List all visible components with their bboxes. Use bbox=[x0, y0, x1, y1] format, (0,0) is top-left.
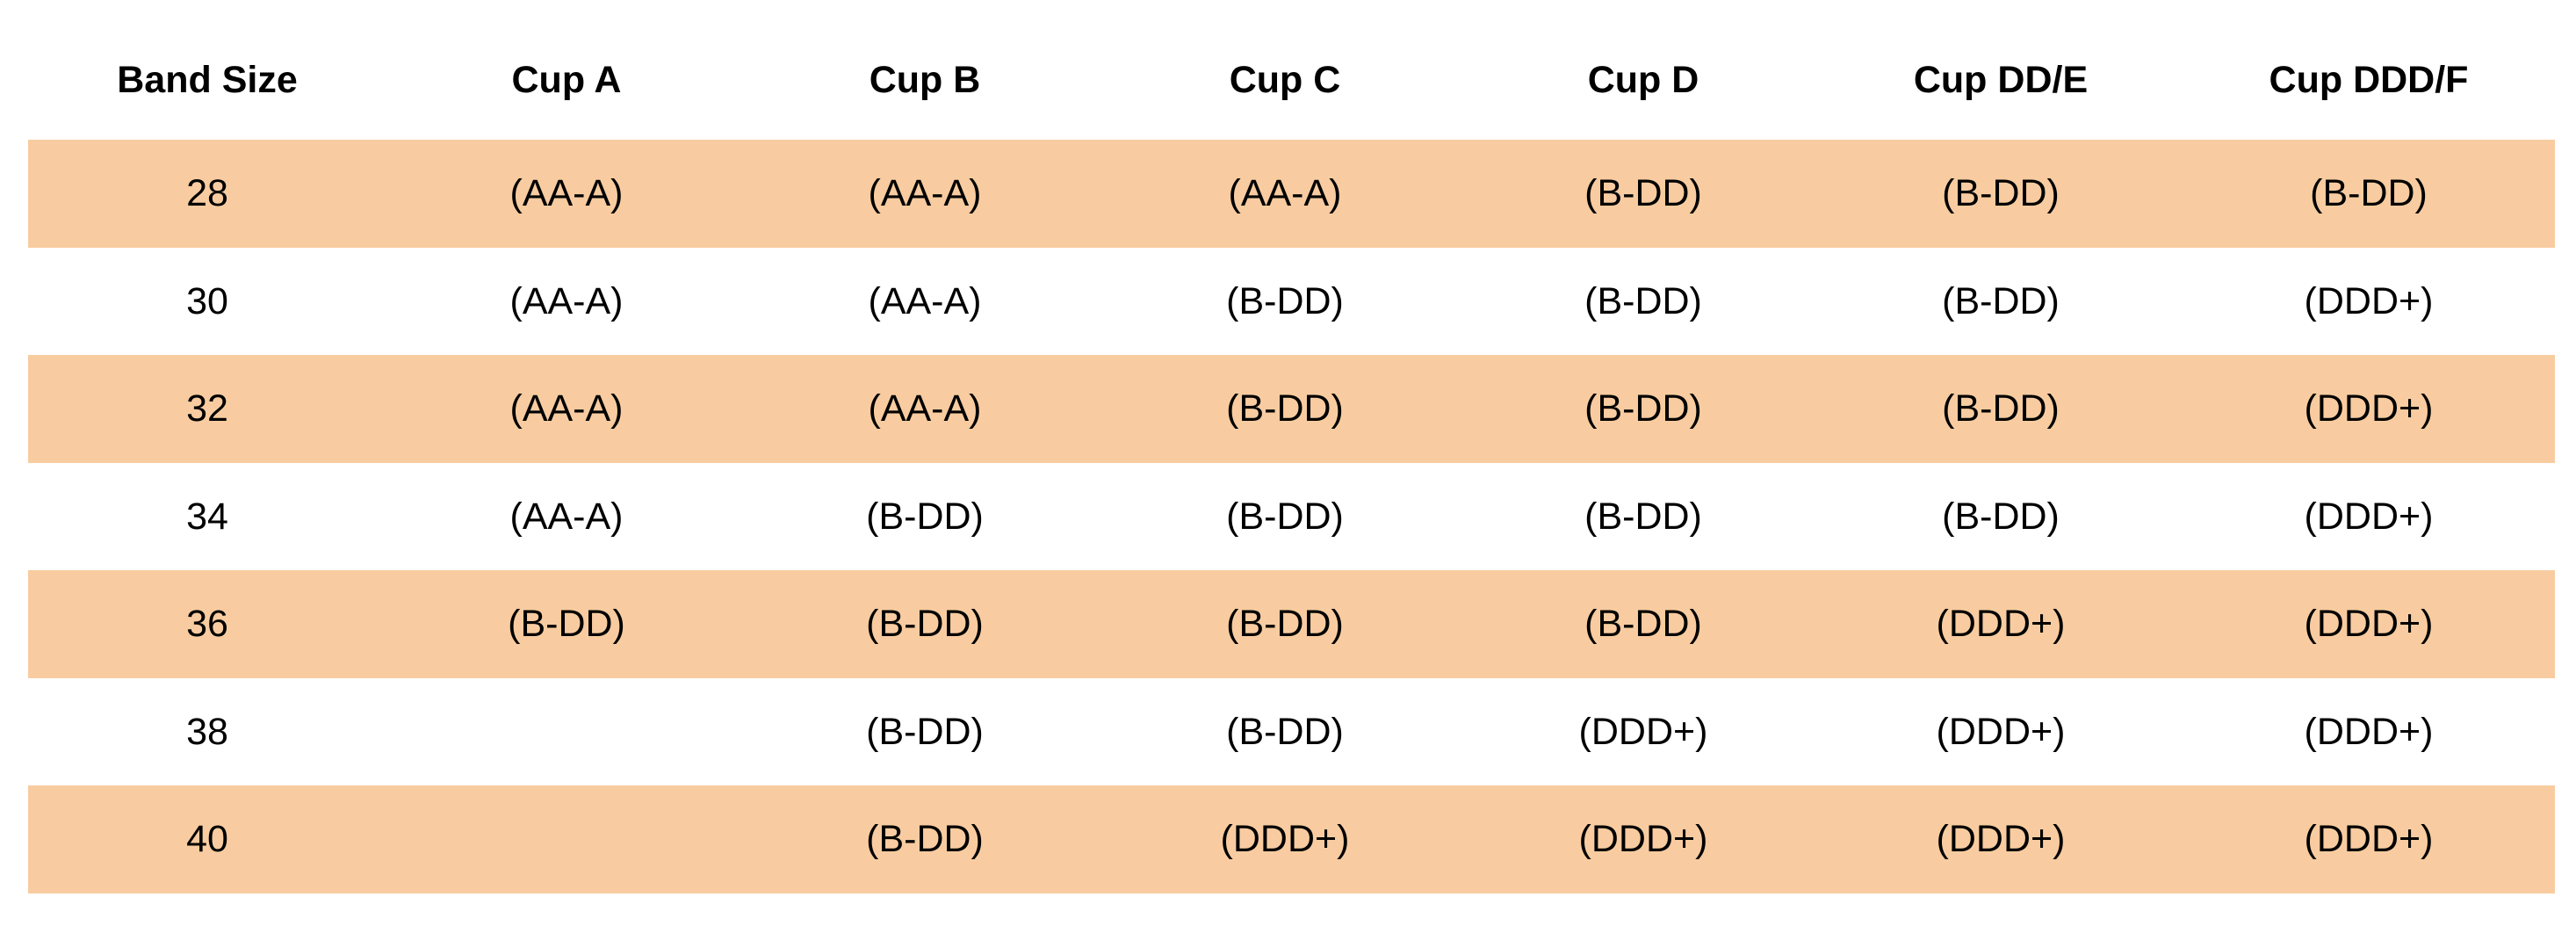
cell: (B-DD) bbox=[1942, 172, 2060, 214]
table-row: 36 (B-DD) (B-DD) (B-DD) (B-DD) (DDD+) (DDD+) bbox=[28, 570, 2555, 678]
cell: (DDD+) bbox=[1936, 818, 2066, 860]
cell: (AA-A) bbox=[868, 279, 982, 322]
cell: 40 bbox=[186, 818, 228, 860]
cell: (AA-A) bbox=[509, 172, 624, 214]
cell: (B-DD) bbox=[1226, 279, 1344, 322]
cell: (AA-A) bbox=[868, 387, 982, 430]
cell: 28 bbox=[186, 172, 228, 214]
cell: (B-DD) bbox=[1226, 495, 1344, 538]
cell: (DDD+) bbox=[2304, 495, 2434, 538]
cell: Band Size bbox=[117, 59, 298, 101]
cell: (B-DD) bbox=[1584, 495, 1702, 538]
cell: (B-DD) bbox=[508, 603, 625, 645]
cell bbox=[391, 678, 742, 786]
header-row: Band Size Cup A Cup B Cup C Cup D Cup DD/E Cup… bbox=[28, 26, 2555, 134]
cell: (DDD+) bbox=[1936, 603, 2066, 645]
cell: 34 bbox=[186, 495, 228, 538]
cell: Cup D bbox=[1587, 59, 1699, 101]
cell: Cup DD/E bbox=[1913, 59, 2089, 101]
cell: (B-DD) bbox=[1226, 387, 1344, 430]
cell: 38 bbox=[186, 710, 228, 753]
cell: (DDD+) bbox=[1936, 710, 2066, 753]
cell: (AA-A) bbox=[509, 279, 624, 322]
cell: (B-DD) bbox=[2310, 172, 2428, 214]
cell: (B-DD) bbox=[1942, 495, 2060, 538]
cell: (B-DD) bbox=[866, 495, 984, 538]
table-row: 38 (B-DD) (B-DD) (DDD+) (DDD+) (DDD+) bbox=[28, 678, 2555, 786]
cell: Cup A bbox=[511, 59, 622, 101]
cell: (B-DD) bbox=[1584, 279, 1702, 322]
cell: (DDD+) bbox=[2304, 387, 2434, 430]
cell: (B-DD) bbox=[1584, 387, 1702, 430]
table-row: 28 (AA-A) (AA-A) (AA-A) (B-DD) (B-DD) (B-DD) bbox=[28, 140, 2555, 248]
cell: 32 bbox=[186, 387, 228, 430]
table-row: 30 (AA-A) (AA-A) (B-DD) (B-DD) (B-DD) (DDD+) bbox=[28, 248, 2555, 356]
cell: (DDD+) bbox=[1578, 710, 1708, 753]
cell: (B-DD) bbox=[1584, 603, 1702, 645]
cell: Cup B bbox=[869, 59, 981, 101]
cell: (DDD+) bbox=[2304, 818, 2434, 860]
cell: (B-DD) bbox=[1942, 387, 2060, 430]
cell: (AA-A) bbox=[868, 172, 982, 214]
cell: (AA-A) bbox=[509, 387, 624, 430]
table-row: 34 (AA-A) (B-DD) (B-DD) (B-DD) (B-DD) (DDD+) bbox=[28, 463, 2555, 571]
cell: (DDD+) bbox=[1220, 818, 1350, 860]
cell: Cup DDD/F bbox=[2269, 59, 2469, 101]
cell: (B-DD) bbox=[1942, 279, 2060, 322]
cell: 36 bbox=[186, 603, 228, 645]
cell: (B-DD) bbox=[1584, 172, 1702, 214]
cell: Cup C bbox=[1229, 59, 1341, 101]
cell: (DDD+) bbox=[2304, 710, 2434, 753]
cell: (B-DD) bbox=[866, 603, 984, 645]
cell: (DDD+) bbox=[1578, 818, 1708, 860]
cell: (B-DD) bbox=[1226, 710, 1344, 753]
table-row: 32 (AA-A) (AA-A) (B-DD) (B-DD) (B-DD) (DDD+) bbox=[28, 355, 2555, 463]
cell: (B-DD) bbox=[866, 710, 984, 753]
cell: (B-DD) bbox=[866, 818, 984, 860]
table-row: 40 (B-DD) (DDD+) (DDD+) (DDD+) (DDD+) bbox=[28, 785, 2555, 893]
cell: (DDD+) bbox=[2304, 603, 2434, 645]
cell bbox=[391, 785, 742, 893]
cell: 30 bbox=[186, 279, 228, 322]
cell: (DDD+) bbox=[2304, 279, 2434, 322]
cell: (AA-A) bbox=[1228, 172, 1342, 214]
cell: (AA-A) bbox=[509, 495, 624, 538]
cell: (B-DD) bbox=[1226, 603, 1344, 645]
